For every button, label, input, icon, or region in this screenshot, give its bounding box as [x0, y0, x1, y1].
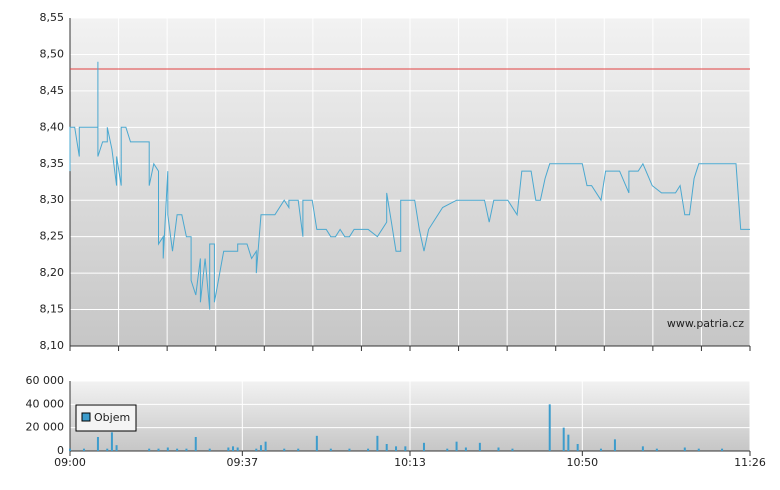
volume-bar — [82, 448, 85, 451]
volume-bar — [255, 448, 258, 451]
volume-bar — [404, 446, 407, 451]
volume-bar — [562, 427, 565, 451]
volume-bar — [511, 448, 514, 451]
y-tick-label: 8,40 — [40, 120, 65, 133]
volume-bar — [236, 447, 239, 451]
y-tick-label: 8,20 — [40, 266, 65, 279]
x-tick-label: 10:50 — [566, 456, 598, 469]
y-tick-label: 0 — [57, 444, 64, 457]
volume-bar — [599, 448, 602, 451]
volume-bar — [157, 448, 160, 451]
price-line — [69, 61, 750, 310]
volume-bar — [385, 444, 388, 451]
volume-bar — [259, 445, 262, 451]
volume-bar — [683, 447, 686, 451]
volume-bar — [395, 446, 398, 451]
x-tick-label: 09:37 — [226, 456, 258, 469]
volume-bar — [721, 448, 724, 451]
legend-label: Objem — [94, 411, 130, 424]
volume-bar — [297, 448, 300, 451]
volume-bar — [264, 441, 267, 451]
x-tick-label: 11:26 — [734, 456, 766, 469]
y-tick-label: 40 000 — [26, 397, 65, 410]
volume-bar — [329, 448, 332, 451]
volume-bar — [697, 448, 700, 451]
y-tick-label: 8,50 — [40, 47, 65, 60]
volume-bar — [148, 448, 151, 451]
y-tick-label: 8,25 — [40, 230, 65, 243]
volume-bar — [497, 447, 500, 451]
y-tick-label: 20 000 — [26, 421, 65, 434]
volume-bar — [655, 448, 658, 451]
volume-bar — [613, 439, 616, 451]
y-tick-label: 8,30 — [40, 193, 65, 206]
watermark: www.patria.cz — [667, 317, 744, 330]
x-tick-label: 10:13 — [394, 456, 426, 469]
y-tick-label: 8,10 — [40, 339, 65, 352]
legend-swatch — [81, 412, 91, 422]
y-tick-label: 8,45 — [40, 84, 65, 97]
volume-bar — [315, 435, 318, 451]
y-tick-label: 60 000 — [26, 374, 65, 387]
volume-bar — [348, 448, 351, 451]
volume-bar — [194, 437, 197, 451]
volume-bar — [567, 434, 570, 451]
y-tick-label: 8,55 — [40, 11, 65, 24]
volume-bar — [106, 448, 109, 451]
volume-bar — [185, 448, 188, 451]
volume-bar — [548, 404, 551, 451]
volume-bar — [96, 437, 99, 451]
y-tick-label: 8,35 — [40, 157, 65, 170]
volume-bar — [464, 447, 467, 451]
volume-bar — [69, 448, 71, 451]
volume-bar — [166, 447, 169, 451]
volume-bar — [455, 441, 458, 451]
volume-bar — [110, 432, 113, 451]
volume-bar — [208, 448, 211, 451]
volume-bar — [176, 448, 179, 451]
volume-bar — [478, 442, 481, 451]
volume-bar — [446, 448, 449, 451]
volume-bar — [367, 448, 370, 451]
x-tick-label: 09:00 — [54, 456, 86, 469]
volume-bar — [576, 444, 579, 451]
volume-bar — [283, 448, 286, 451]
y-tick-label: 8,15 — [40, 303, 65, 316]
volume-bar — [641, 446, 644, 451]
volume-bar — [227, 447, 230, 451]
volume-bar — [115, 445, 118, 451]
volume-bar — [376, 435, 379, 451]
volume-bar — [422, 442, 425, 451]
volume-bar — [232, 446, 235, 451]
